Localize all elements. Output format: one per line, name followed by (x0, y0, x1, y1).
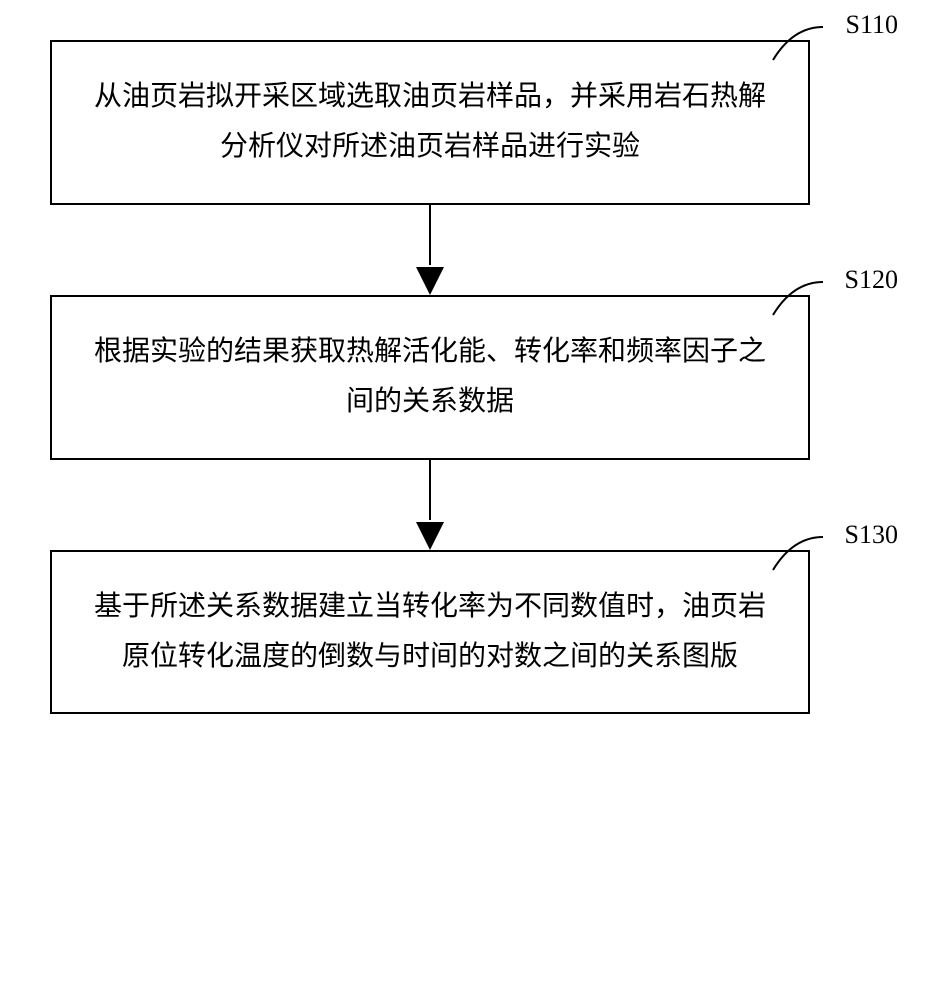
arrow-line (429, 205, 431, 265)
step-box-s120: S120 根据实验的结果获取热解活化能、转化率和频率因子之间的关系数据 (50, 295, 810, 460)
connector-curve-icon (768, 22, 828, 62)
arrow-head-icon (416, 267, 444, 295)
step-box-s110: S110 从油页岩拟开采区域选取油页岩样品，并采用岩石热解分析仪对所述油页岩样品… (50, 40, 810, 205)
label-container-s120: S120 (768, 257, 898, 307)
arrow-head-icon (416, 522, 444, 550)
step-label: S120 (845, 257, 898, 304)
step-label: S130 (845, 512, 898, 559)
step-text: 根据实验的结果获取热解活化能、转化率和频率因子之间的关系数据 (92, 327, 768, 428)
arrow-connector (50, 205, 810, 295)
step-box-s130: S130 基于所述关系数据建立当转化率为不同数值时，油页岩原位转化温度的倒数与时… (50, 550, 810, 715)
arrow-connector (50, 460, 810, 550)
label-container-s110: S110 (768, 2, 898, 52)
label-container-s130: S130 (768, 512, 898, 562)
step-text: 基于所述关系数据建立当转化率为不同数值时，油页岩原位转化温度的倒数与时间的对数之… (92, 582, 768, 683)
step-label: S110 (846, 2, 899, 49)
step-text: 从油页岩拟开采区域选取油页岩样品，并采用岩石热解分析仪对所述油页岩样品进行实验 (92, 72, 768, 173)
arrow-line (429, 460, 431, 520)
flowchart-container: S110 从油页岩拟开采区域选取油页岩样品，并采用岩石热解分析仪对所述油页岩样品… (50, 40, 900, 714)
connector-curve-icon (768, 277, 828, 317)
connector-curve-icon (768, 532, 828, 572)
